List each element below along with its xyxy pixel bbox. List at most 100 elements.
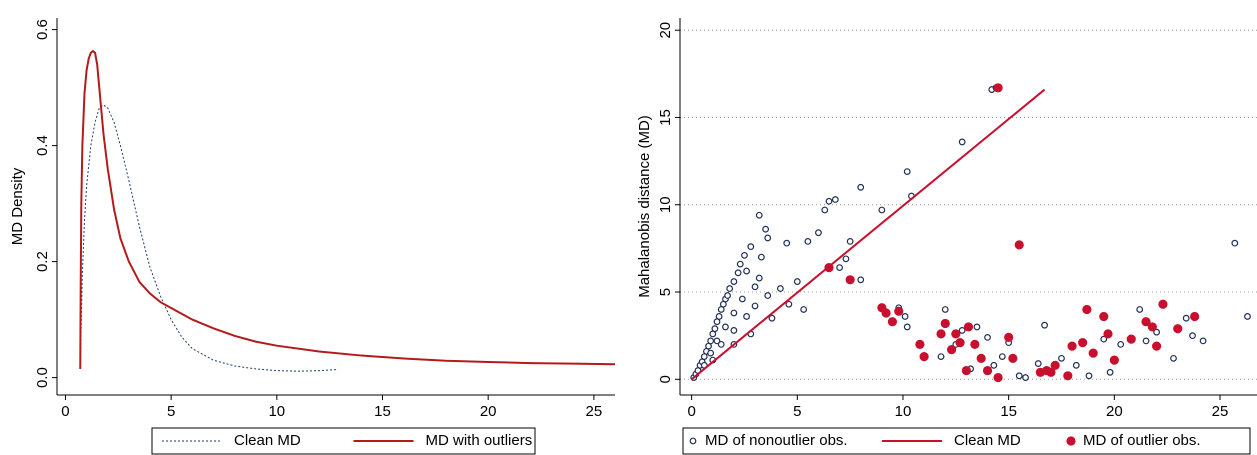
point: [937, 353, 945, 361]
point: [982, 365, 993, 376]
point: [1147, 322, 1157, 332]
x-tick-label: 10: [268, 403, 285, 420]
point: [741, 251, 748, 259]
point: [955, 338, 965, 348]
point: [973, 323, 981, 331]
point: [783, 239, 791, 247]
point: [713, 337, 721, 345]
point: [1173, 324, 1183, 334]
point: [1058, 354, 1065, 362]
point: [707, 337, 715, 345]
y-tick-label: 10: [657, 196, 674, 213]
point: [730, 327, 738, 334]
point: [993, 83, 1003, 93]
point: [887, 317, 898, 327]
y-tick-label: 20: [657, 22, 674, 39]
point: [1153, 328, 1161, 336]
point: [715, 313, 723, 320]
point: [738, 295, 746, 303]
point: [755, 274, 763, 282]
y-tick-label: 0.4: [34, 135, 51, 156]
point: [757, 253, 765, 261]
point: [846, 238, 854, 245]
point: [976, 353, 986, 363]
point: [734, 269, 742, 277]
legend-label: Clean MD: [954, 432, 1021, 449]
legend-label: MD with outliers: [426, 432, 533, 449]
point: [915, 339, 925, 349]
point: [951, 329, 961, 339]
point: [751, 302, 759, 310]
point: [1152, 341, 1162, 351]
x-tick-label: 25: [586, 403, 603, 420]
y-tick-label: 0: [657, 375, 674, 383]
point: [1085, 372, 1093, 380]
point: [793, 278, 801, 285]
x-tick-label: 0: [687, 403, 695, 420]
x-tick-label: 15: [1000, 403, 1017, 420]
y-tick-label: 0.6: [34, 19, 51, 40]
point: [1158, 299, 1168, 309]
point: [1231, 239, 1239, 247]
point: [857, 183, 865, 191]
point: [717, 340, 725, 348]
point: [1078, 338, 1088, 348]
y-axis-label: Mahalanobis distance (MD): [636, 115, 653, 298]
point: [1014, 240, 1024, 250]
point: [1190, 311, 1200, 322]
point: [936, 329, 946, 339]
point: [730, 278, 738, 285]
point: [1015, 372, 1023, 380]
point: [1141, 317, 1151, 327]
point: [743, 313, 750, 320]
point: [970, 339, 980, 349]
point: [958, 138, 966, 146]
point: [1109, 355, 1119, 365]
x-tick-label: 25: [1212, 403, 1229, 420]
point: [842, 255, 850, 263]
point: [990, 361, 998, 369]
x-tick-label: 15: [374, 403, 391, 420]
x-tick-label: 20: [480, 403, 497, 420]
point: [751, 283, 759, 291]
point: [845, 275, 855, 285]
point: [821, 206, 829, 214]
x-tick-label: 5: [167, 403, 175, 420]
x-tick-label: 20: [1106, 403, 1123, 420]
point: [747, 243, 755, 251]
point: [857, 276, 865, 284]
point: [894, 306, 904, 316]
point: [764, 292, 772, 299]
point: [1170, 354, 1177, 362]
line-series: [79, 104, 339, 372]
point: [730, 309, 738, 317]
point: [903, 323, 911, 331]
point: [1182, 314, 1190, 322]
panel: 0.0 0.2 0.4 0.6 0 5 10 15 20 25 MD Density Clean MD…: [9, 18, 616, 455]
point: [1072, 361, 1080, 369]
point: [726, 285, 734, 292]
point: [836, 264, 843, 271]
y-tick-label: 15: [657, 109, 674, 126]
point: [743, 267, 750, 275]
legend-label: MD of nonoutlier obs.: [705, 432, 848, 449]
point: [1063, 371, 1073, 381]
legend-label: MD of outlier obs.: [1083, 432, 1201, 449]
point: [881, 308, 891, 318]
legend-label: Clean MD: [234, 432, 301, 449]
point: [998, 353, 1006, 361]
point: [940, 318, 950, 329]
point: [768, 314, 776, 322]
y-axis-label: MD Density: [9, 167, 26, 245]
point: [800, 306, 808, 313]
x-tick-label: 5: [793, 403, 801, 420]
point: [825, 197, 833, 205]
point: [707, 349, 715, 357]
point: [1050, 360, 1060, 370]
point: [1004, 332, 1014, 343]
point: [941, 306, 949, 313]
point: [993, 372, 1003, 383]
point: [1022, 374, 1029, 381]
point: [1046, 367, 1056, 377]
